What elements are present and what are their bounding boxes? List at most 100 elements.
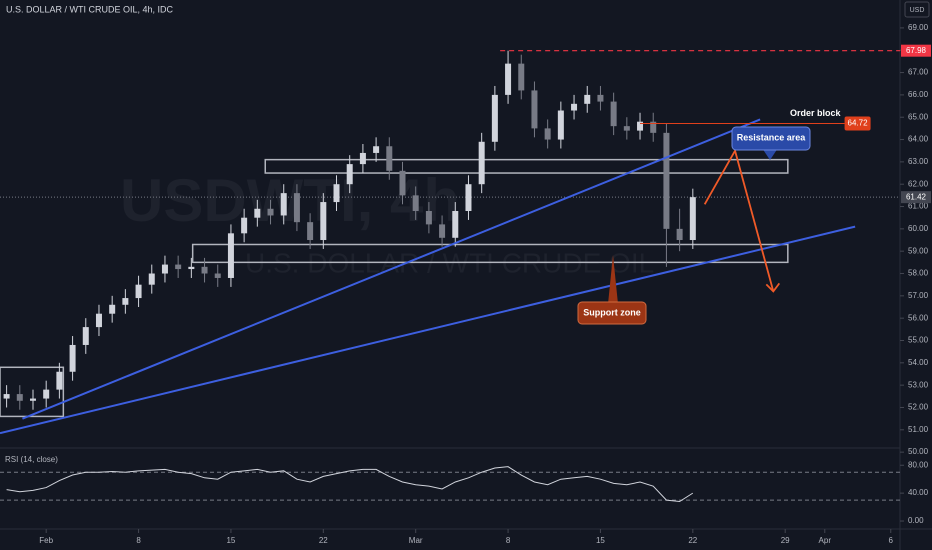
y-tick-label: 67.00 (908, 68, 929, 77)
candle-body (531, 90, 538, 129)
y-tick-label: 53.00 (908, 380, 929, 389)
candle-body (69, 344, 76, 372)
candle-body (175, 264, 182, 270)
candle-body (161, 264, 168, 274)
candle-body (254, 208, 261, 218)
candle-body (188, 266, 195, 270)
x-tick-label: 22 (688, 536, 697, 545)
candle-body (465, 184, 472, 211)
candle-body (214, 273, 221, 278)
candle-body (241, 217, 248, 234)
y-tick-label: 69.00 (908, 23, 929, 32)
y-tick-label: 56.00 (908, 313, 929, 322)
currency: USD (910, 7, 925, 14)
candle-body (109, 304, 116, 314)
rsi-tick-label: 0.00 (908, 516, 924, 525)
candle-body (439, 224, 446, 238)
y-tick-label: 65.00 (908, 112, 929, 121)
last-price-label: 61.42 (906, 192, 927, 201)
y-tick-label: 64.00 (908, 135, 929, 144)
callout-text: Support zone (583, 307, 641, 317)
callout-pointer (762, 148, 778, 160)
callout-box (731, 126, 811, 151)
candle-body (307, 222, 314, 241)
y-tick-label: 55.00 (908, 336, 929, 345)
candle-body (478, 141, 485, 185)
x-tick-label: 8 (506, 536, 511, 545)
candle-body (373, 146, 380, 153)
x-tick-label: 22 (319, 536, 328, 545)
currency-box (904, 1, 930, 18)
y-tick-label: 58.00 (908, 269, 929, 278)
y-tick-label: 59.00 (908, 246, 929, 255)
candle-body (320, 202, 327, 241)
candle-body (610, 101, 617, 127)
candle-body (689, 197, 696, 241)
x-tick-label: Apr (819, 536, 832, 545)
candle-body (412, 195, 419, 211)
candle-body (597, 94, 604, 102)
y-tick-label: 51.00 (908, 425, 929, 434)
candle-body (95, 313, 102, 328)
candle-body (122, 298, 129, 305)
y-tick-label: 52.00 (908, 403, 929, 412)
y-tick-label: 61.00 (908, 202, 929, 211)
candle-body (29, 398, 36, 401)
candle-body (650, 121, 657, 133)
candle-body (623, 126, 630, 131)
trendline (0, 225, 856, 435)
callout-pointer (608, 255, 618, 304)
x-tick-label: Mar (409, 536, 423, 545)
x-tick-label: 8 (136, 536, 141, 545)
last-price-badge (901, 191, 931, 204)
candle-body (3, 394, 10, 399)
candle-body (557, 110, 564, 140)
candle-body (267, 208, 274, 216)
candle-body (571, 103, 578, 111)
candle-body (637, 121, 644, 131)
candle-body (201, 266, 208, 274)
candle-body (346, 164, 353, 185)
candle-body (584, 94, 591, 104)
callout-text: Resistance area (737, 132, 807, 142)
y-tick-label: 63.00 (908, 157, 929, 166)
candle-body (227, 233, 234, 278)
candle-body (518, 63, 525, 91)
x-tick-label: 6 (889, 536, 894, 545)
candle-body (82, 327, 89, 345)
candle-body (663, 132, 670, 229)
candle-body (544, 128, 551, 140)
callouts: Resistance area Support zone (577, 126, 811, 325)
x-tick-label: 29 (781, 536, 790, 545)
y-tick-label: 50.00 (908, 447, 929, 456)
order-block-badge (844, 116, 871, 131)
y-tick-label: 60.00 (908, 224, 929, 233)
trendline (22, 118, 761, 420)
candle-body (293, 193, 300, 223)
watermark: USDWTI, 4h (120, 167, 460, 234)
candle-body (452, 210, 459, 238)
rsi-tick-label: 80.00 (908, 460, 929, 469)
x-tick-label: 15 (226, 536, 235, 545)
y-tick-label: 62.00 (908, 179, 929, 188)
candle-body (676, 228, 683, 241)
candle-body (16, 394, 23, 401)
zone (191, 243, 789, 264)
candle-body (359, 152, 366, 165)
chart-title: U.S. DOLLAR / WTI CRUDE OIL, 4h, IDC (6, 4, 174, 14)
candle-body (56, 371, 63, 390)
candle-body (505, 63, 512, 95)
candle-body (135, 284, 142, 299)
callout-box (577, 301, 647, 325)
high-level-badge (901, 44, 931, 57)
candle-body (148, 273, 155, 285)
zone (0, 366, 65, 418)
candle-body (333, 184, 340, 203)
x-tick-label: 15 (596, 536, 605, 545)
rsi-line (6, 466, 694, 503)
y-tick-label: 57.00 (908, 291, 929, 300)
order-block-label: Order block (790, 108, 842, 118)
candle-body (43, 389, 50, 399)
